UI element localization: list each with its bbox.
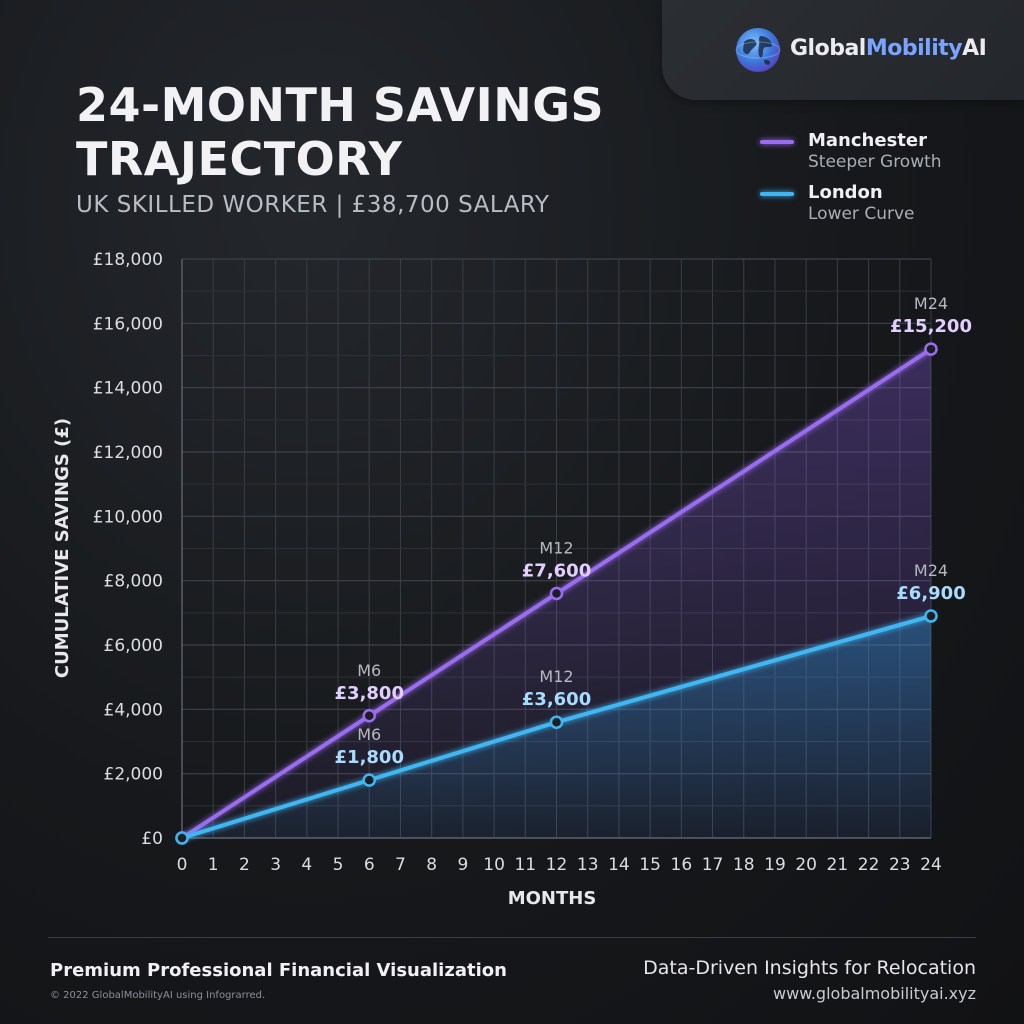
data-point-london	[924, 609, 938, 623]
y-axis-label: CUMULATIVE SAVINGS (£)	[52, 418, 73, 678]
x-tick-label: 20	[795, 855, 817, 875]
point-month-label-manchester: M12	[539, 539, 573, 558]
legend-desc-london: Lower Curve	[808, 204, 915, 224]
x-tick-label: 23	[889, 855, 911, 875]
series-line-london	[180, 614, 933, 840]
legend-swatch-london	[760, 192, 794, 196]
y-tick-label: £10,000	[93, 507, 163, 527]
y-tick-label: £6,000	[104, 636, 163, 656]
y-tick-label: £8,000	[104, 572, 163, 592]
x-tick-label: 14	[608, 855, 630, 875]
x-tick-label: 3	[270, 855, 281, 875]
legend-name-manchester: Manchester	[808, 130, 927, 151]
x-tick-label: 0	[177, 855, 188, 875]
footer-title: Premium Professional Financial Visualiza…	[50, 960, 507, 981]
chart-subtitle: UK SKILLED WORKER | £38,700 SALARY	[76, 192, 550, 218]
point-value-label-manchester: £15,200	[890, 316, 972, 337]
legend-name-london: London	[808, 182, 883, 203]
globe-icon	[735, 28, 781, 72]
x-tick-label: 17	[702, 855, 724, 875]
y-tick-label: £16,000	[93, 314, 163, 334]
point-month-label-manchester: M24	[914, 294, 948, 313]
x-tick-label: 2	[239, 855, 250, 875]
footer-tagline: Data-Driven Insights for Relocation	[643, 957, 976, 979]
data-point-manchester	[362, 709, 376, 723]
x-tick-label: 5	[333, 855, 344, 875]
chart-title: 24-MONTH SAVINGS TRAJECTORY	[76, 78, 605, 186]
x-tick-label: 24	[920, 855, 942, 875]
x-tick-label: 4	[301, 855, 312, 875]
data-point-london	[549, 715, 564, 729]
x-tick-label: 10	[483, 855, 505, 875]
x-tick-label: 21	[827, 855, 849, 875]
y-tick-label: £18,000	[93, 250, 163, 270]
x-tick-label: 15	[639, 855, 661, 875]
point-value-label-london: £3,600	[522, 689, 591, 710]
brand-name-part3: AI	[962, 36, 987, 61]
footer-url[interactable]: www.globalmobilityai.xyz	[773, 984, 976, 1003]
brand-name-part2: Mobility	[865, 36, 963, 61]
data-point-london	[175, 831, 189, 845]
footer-divider	[48, 937, 976, 938]
data-point-london	[362, 773, 376, 787]
brand-name: GlobalMobilityAI	[790, 36, 987, 61]
point-value-label-london: £1,800	[335, 747, 404, 768]
legend-desc-manchester: Steeper Growth	[808, 152, 942, 172]
point-value-label-london: £6,900	[896, 583, 965, 604]
savings-line-chart: 0 1 2 3 4 5 6 7 8 9 10 11 12 13 14 15 16 17 18 19 20 21 22 23 24…	[52, 250, 972, 909]
brand-panel: GlobalMobilityAI	[662, 0, 1024, 100]
footer-copyright: © 2022 GlobalMobilityAI using Infograrre…	[50, 990, 266, 1001]
y-tick-label: £0	[141, 829, 163, 849]
x-tick-label: 16	[671, 855, 693, 875]
series-lines	[180, 347, 933, 840]
x-tick-label: 9	[457, 855, 468, 875]
series-line-manchester	[180, 347, 933, 840]
x-tick-label: 1	[208, 855, 219, 875]
x-axis-label: MONTHS	[508, 888, 597, 909]
x-tick-label: 6	[364, 855, 375, 875]
legend-swatch-manchester	[760, 140, 794, 144]
x-tick-label: 7	[395, 855, 406, 875]
point-month-label-london: M12	[539, 667, 573, 686]
y-tick-label: £4,000	[104, 700, 163, 720]
brand-name-part1: Global	[790, 36, 866, 61]
x-tick-label: 8	[426, 855, 437, 875]
y-tick-label: £12,000	[93, 443, 163, 463]
x-tick-label: 11	[514, 855, 536, 875]
x-tick-label: 18	[733, 855, 755, 875]
data-point-manchester	[924, 342, 938, 356]
point-value-label-manchester: £3,800	[335, 683, 404, 704]
axis-ticks: 0 1 2 3 4 5 6 7 8 9 10 11 12 13 14 15 16 17 18 19 20 21 22 23 24…	[93, 250, 942, 875]
series-points	[175, 342, 938, 845]
x-tick-label: 13	[577, 855, 599, 875]
x-tick-label: 22	[858, 855, 880, 875]
data-labels: M6 £3,800 M12 £7,600 M24 £15,200 M6 £1,800 M12 £3…	[335, 294, 972, 768]
point-value-label-manchester: £7,600	[522, 561, 591, 582]
x-tick-label: 12	[546, 855, 568, 875]
point-month-label-london: M6	[357, 725, 381, 744]
data-point-manchester	[549, 586, 564, 601]
point-month-label-london: M24	[914, 561, 948, 580]
y-tick-label: £2,000	[104, 765, 163, 785]
point-month-label-manchester: M6	[357, 661, 381, 680]
y-tick-label: £14,000	[93, 379, 163, 399]
x-tick-label: 19	[764, 855, 786, 875]
